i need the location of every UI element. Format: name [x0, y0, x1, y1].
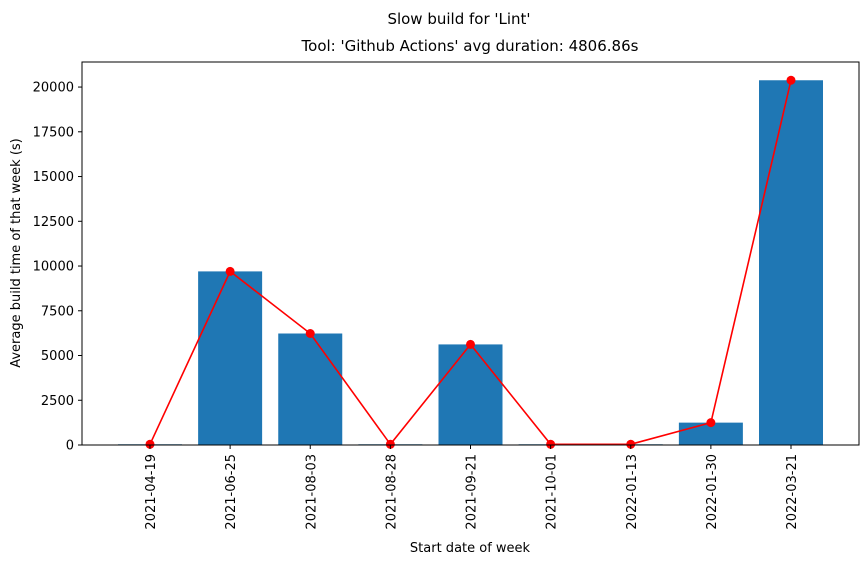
line-point-2022-03-21 [786, 75, 796, 85]
line-point-2021-08-28 [385, 439, 395, 449]
line-point-2021-04-19 [145, 439, 155, 449]
bar-2022-01-30 [678, 422, 743, 445]
bar-2022-03-21 [759, 80, 823, 446]
plot-frame [81, 61, 860, 446]
y-tick-label: 20000 [33, 81, 74, 96]
x-tick-label: 2021-09-21 [465, 454, 480, 530]
x-tick-label: 2022-01-30 [705, 454, 720, 530]
x-tick-label: 2022-03-21 [785, 454, 800, 530]
bar-2021-09-21 [438, 344, 503, 445]
y-axis-label: Average build time of that week (s) [9, 138, 24, 368]
line-point-2022-01-30 [706, 418, 716, 428]
line-point-2021-10-01 [546, 439, 556, 449]
y-tick-label: 17500 [33, 125, 74, 140]
line-point-2021-08-03 [305, 329, 315, 339]
y-tick-label: 10000 [33, 260, 74, 275]
y-tick-label: 12500 [33, 215, 74, 230]
y-ticks: 0 2500 5000 7500 10000 12500 15000 17500 20000 [33, 81, 82, 454]
bar-2021-06-25 [198, 271, 263, 445]
y-tick-label: 2500 [41, 394, 74, 409]
line-point-2021-09-21 [466, 339, 475, 349]
x-ticks: 2021-04-19 2021-06-25 2021-08-03 2021-08-28… [144, 445, 800, 530]
x-axis-label: Start date of week [410, 541, 531, 556]
x-tick-label: 2021-04-19 [144, 454, 159, 530]
bar-2021-08-03 [278, 333, 343, 445]
y-tick-label: 15000 [33, 170, 74, 185]
x-tick-label: 2021-10-01 [545, 454, 560, 530]
x-tick-label: 2021-08-03 [304, 454, 319, 530]
x-tick-label: 2021-08-28 [384, 454, 399, 530]
x-tick-label: 2022-01-13 [625, 454, 640, 530]
y-tick-label: 7500 [41, 304, 74, 319]
y-tick-label: 5000 [41, 349, 74, 364]
line-point-2022-01-13 [626, 439, 636, 449]
line-point-2021-06-25 [225, 266, 235, 276]
y-tick-label: 0 [66, 439, 74, 454]
line-group [145, 75, 796, 449]
bars-group [118, 80, 823, 446]
chart-title: Tool: 'Github Actions' avg duration: 480… [301, 37, 639, 55]
chart-suptitle: Slow build for 'Lint' [387, 10, 530, 28]
x-tick-label: 2021-06-25 [224, 454, 239, 530]
